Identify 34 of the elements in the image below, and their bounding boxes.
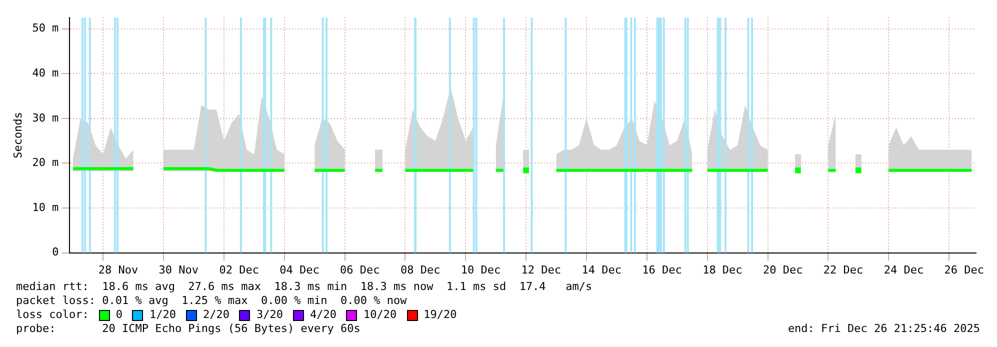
x-tick-label: 26 Dec <box>944 263 984 276</box>
text: probe: 20 ICMP Echo Pings (56 Bytes) every 60s <box>16 322 360 336</box>
y-tick-label: 30 m <box>32 111 60 124</box>
legend-label: 2/20 <box>202 308 230 322</box>
legend-label: 0 <box>116 308 122 322</box>
legend-label: 19/20 <box>424 308 457 322</box>
x-tick-label: 02 Dec <box>219 263 259 276</box>
y-tick-label: 10 m <box>32 200 60 214</box>
x-tick-label: 04 Dec <box>280 263 320 276</box>
legend-title: loss color: <box>16 308 89 322</box>
text: packet loss: 0.01 % avg 1.25 % max 0.00 % min 0.00 % now <box>16 294 408 308</box>
x-tick-label: 22 Dec <box>823 263 864 276</box>
text: median rtt: 18.6 ms avg 27.6 ms max 18.3 ms min 18.3 ms now 1.1 ms sd 17.4 am/s <box>16 280 594 294</box>
x-tick-label: 24 Dec <box>884 263 924 276</box>
x-tick-label: 18 Dec <box>702 263 742 276</box>
x-tick-label: 20 Dec <box>762 263 803 276</box>
x-tick-label: 12 Dec <box>521 263 562 276</box>
x-tick-label: 30 Nov <box>158 263 199 276</box>
legend-label: 4/20 <box>310 308 336 322</box>
x-tick-label: 28 Nov <box>98 263 138 276</box>
x-tick-label: 16 Dec <box>642 263 682 276</box>
legend-label: 1/20 <box>149 308 176 322</box>
legend-label: 10/20 <box>363 308 397 322</box>
x-tick-label: 14 Dec <box>582 263 622 276</box>
legend-label: 3/20 <box>256 308 283 322</box>
x-tick-label: 08 Dec <box>400 263 440 276</box>
y-tick-label: 50 m <box>32 22 60 35</box>
x-tick-label: 06 Dec <box>340 263 380 276</box>
x-tick-label: 10 Dec <box>460 263 501 276</box>
y-tick-label: 0 <box>52 246 59 259</box>
y-axis-title: Seconds <box>11 112 24 158</box>
text: end: Fri Dec 26 21:25:46 2025 <box>788 322 980 336</box>
y-tick-label: 20 m <box>32 156 60 170</box>
y-tick-label: 40 m <box>32 66 60 80</box>
